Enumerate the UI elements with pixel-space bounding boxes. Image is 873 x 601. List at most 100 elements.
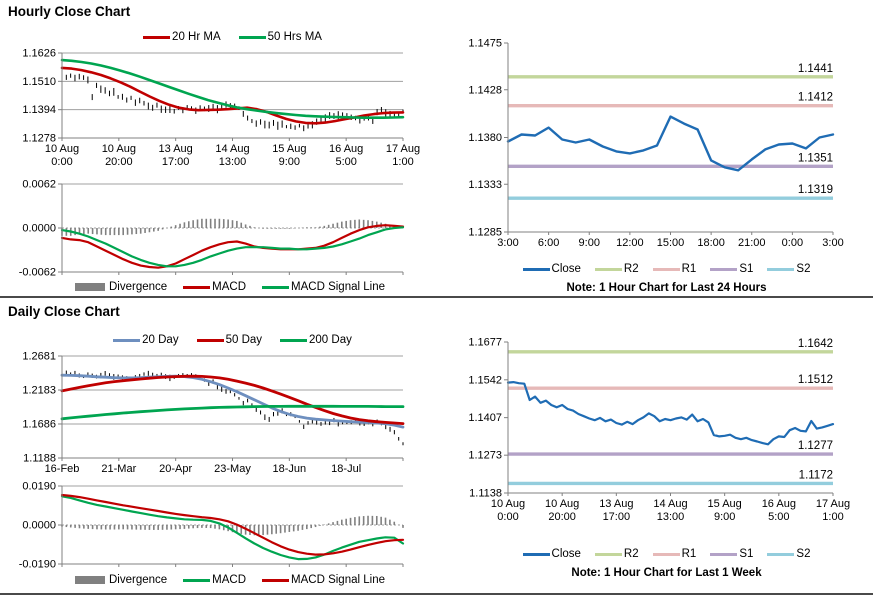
legend-item: MACD Signal Line: [262, 574, 385, 586]
legend-line-swatch: [710, 552, 738, 556]
svg-text:0.0190: 0.0190: [22, 481, 56, 493]
legend-item: R1: [652, 548, 697, 560]
svg-text:1.1475: 1.1475: [468, 38, 502, 50]
svg-text:0:00: 0:00: [497, 511, 518, 523]
legend-item: S1: [710, 548, 753, 560]
svg-text:1.1138: 1.1138: [469, 488, 502, 500]
legend-label: 200 Day: [309, 334, 352, 346]
last-week-legend: Close R2 R1 S1 S2: [460, 548, 873, 560]
svg-text:1.1542: 1.1542: [468, 374, 502, 386]
legend-label: 50 Hrs MA: [267, 31, 322, 43]
legend-item: MACD: [183, 574, 246, 586]
last-week-note: Note: 1 Hour Chart for Last 1 Week: [571, 567, 762, 579]
legend-line-swatch: [113, 338, 141, 342]
legend-label: R1: [681, 548, 697, 560]
svg-text:6:00: 6:00: [538, 237, 559, 249]
hourly-macd-legend: Divergence MACD MACD Signal Line: [40, 281, 420, 293]
svg-text:1.2681: 1.2681: [22, 351, 56, 363]
legend-item: 20 Hr MA: [143, 31, 221, 43]
svg-text:1.1642: 1.1642: [798, 338, 833, 350]
svg-text:1.1285: 1.1285: [468, 227, 502, 239]
svg-text:1:00: 1:00: [392, 156, 413, 168]
svg-text:1.1412: 1.1412: [798, 92, 833, 104]
svg-text:1.1278: 1.1278: [22, 133, 56, 145]
svg-text:16 Aug: 16 Aug: [762, 498, 796, 510]
legend-line-swatch: [522, 267, 550, 271]
svg-text:1.1394: 1.1394: [22, 104, 56, 116]
legend-label: S1: [739, 548, 754, 560]
svg-text:16-Feb: 16-Feb: [45, 463, 80, 475]
svg-text:14 Aug: 14 Aug: [215, 143, 249, 155]
svg-text:21-Mar: 21-Mar: [101, 463, 136, 475]
hourly-section-title: Hourly Close Chart: [8, 4, 131, 19]
svg-text:0:00: 0:00: [51, 156, 72, 168]
legend-item: S2: [767, 548, 810, 560]
daily-macd-legend: Divergence MACD MACD Signal Line: [40, 574, 420, 586]
legend-label: R1: [681, 263, 697, 275]
legend-line-swatch: [196, 338, 224, 342]
legend-label: Divergence: [108, 281, 168, 293]
legend-line-swatch: [262, 578, 290, 582]
legend-label: Close: [551, 263, 581, 275]
hourly-price-legend: 20 Hr MA 50 Hrs MA: [60, 31, 405, 43]
legend-line-swatch: [594, 267, 622, 271]
legend-label: R2: [623, 263, 639, 275]
legend-bar-swatch: [74, 576, 105, 584]
svg-text:9:00: 9:00: [579, 237, 600, 249]
svg-text:13:00: 13:00: [657, 511, 685, 523]
svg-text:1.1686: 1.1686: [22, 418, 56, 430]
daily-price-legend: 20 Day 50 Day 200 Day: [60, 334, 405, 346]
legend-item: Divergence: [74, 574, 167, 586]
svg-text:17 Aug: 17 Aug: [386, 143, 420, 155]
svg-text:9:00: 9:00: [279, 156, 300, 168]
daily-section-title: Daily Close Chart: [8, 304, 120, 319]
legend-line-swatch: [143, 35, 171, 39]
legend-label: S2: [796, 263, 811, 275]
legend-line-swatch: [710, 267, 738, 271]
svg-text:0.0000: 0.0000: [22, 520, 56, 532]
svg-text:0.0000: 0.0000: [22, 223, 56, 235]
svg-text:3:00: 3:00: [822, 237, 843, 249]
legend-item: 50 Day: [196, 334, 263, 346]
svg-text:1:00: 1:00: [822, 511, 843, 523]
svg-text:21:00: 21:00: [738, 237, 766, 249]
legend-label: S1: [739, 263, 754, 275]
svg-text:1.1273: 1.1273: [468, 450, 502, 462]
svg-text:13 Aug: 13 Aug: [599, 498, 633, 510]
legend-label: Close: [551, 548, 581, 560]
legend-line-swatch: [280, 338, 308, 342]
svg-text:1.1172: 1.1172: [799, 469, 833, 481]
svg-text:15 Aug: 15 Aug: [708, 498, 742, 510]
svg-text:1.1441: 1.1441: [798, 63, 833, 75]
svg-text:20:00: 20:00: [548, 511, 576, 523]
svg-text:18:00: 18:00: [697, 237, 725, 249]
svg-text:17:00: 17:00: [603, 511, 631, 523]
svg-text:12:00: 12:00: [616, 237, 644, 249]
legend-item: S1: [710, 263, 753, 275]
svg-text:1.1510: 1.1510: [22, 76, 56, 88]
svg-text:10 Aug: 10 Aug: [45, 143, 79, 155]
svg-text:0:00: 0:00: [782, 237, 803, 249]
svg-text:1.1428: 1.1428: [468, 84, 502, 96]
legend-label: 50 Day: [225, 334, 263, 346]
svg-text:5:00: 5:00: [768, 511, 789, 523]
legend-item: R2: [594, 548, 639, 560]
svg-text:3:00: 3:00: [497, 237, 518, 249]
svg-text:1.1407: 1.1407: [468, 412, 502, 424]
legend-item: Divergence: [74, 281, 168, 293]
legend-bar-swatch: [74, 283, 105, 291]
legend-label: MACD: [212, 574, 247, 586]
svg-text:1.1512: 1.1512: [798, 374, 833, 386]
bottom-divider: [0, 593, 873, 595]
svg-text:1.1319: 1.1319: [798, 184, 833, 196]
legend-item: 20 Day: [113, 334, 179, 346]
svg-text:13 Aug: 13 Aug: [159, 143, 193, 155]
svg-text:1.1188: 1.1188: [23, 453, 56, 465]
svg-text:14 Aug: 14 Aug: [653, 498, 687, 510]
legend-item: MACD Signal Line: [262, 281, 385, 293]
svg-text:18-Jun: 18-Jun: [273, 463, 307, 475]
